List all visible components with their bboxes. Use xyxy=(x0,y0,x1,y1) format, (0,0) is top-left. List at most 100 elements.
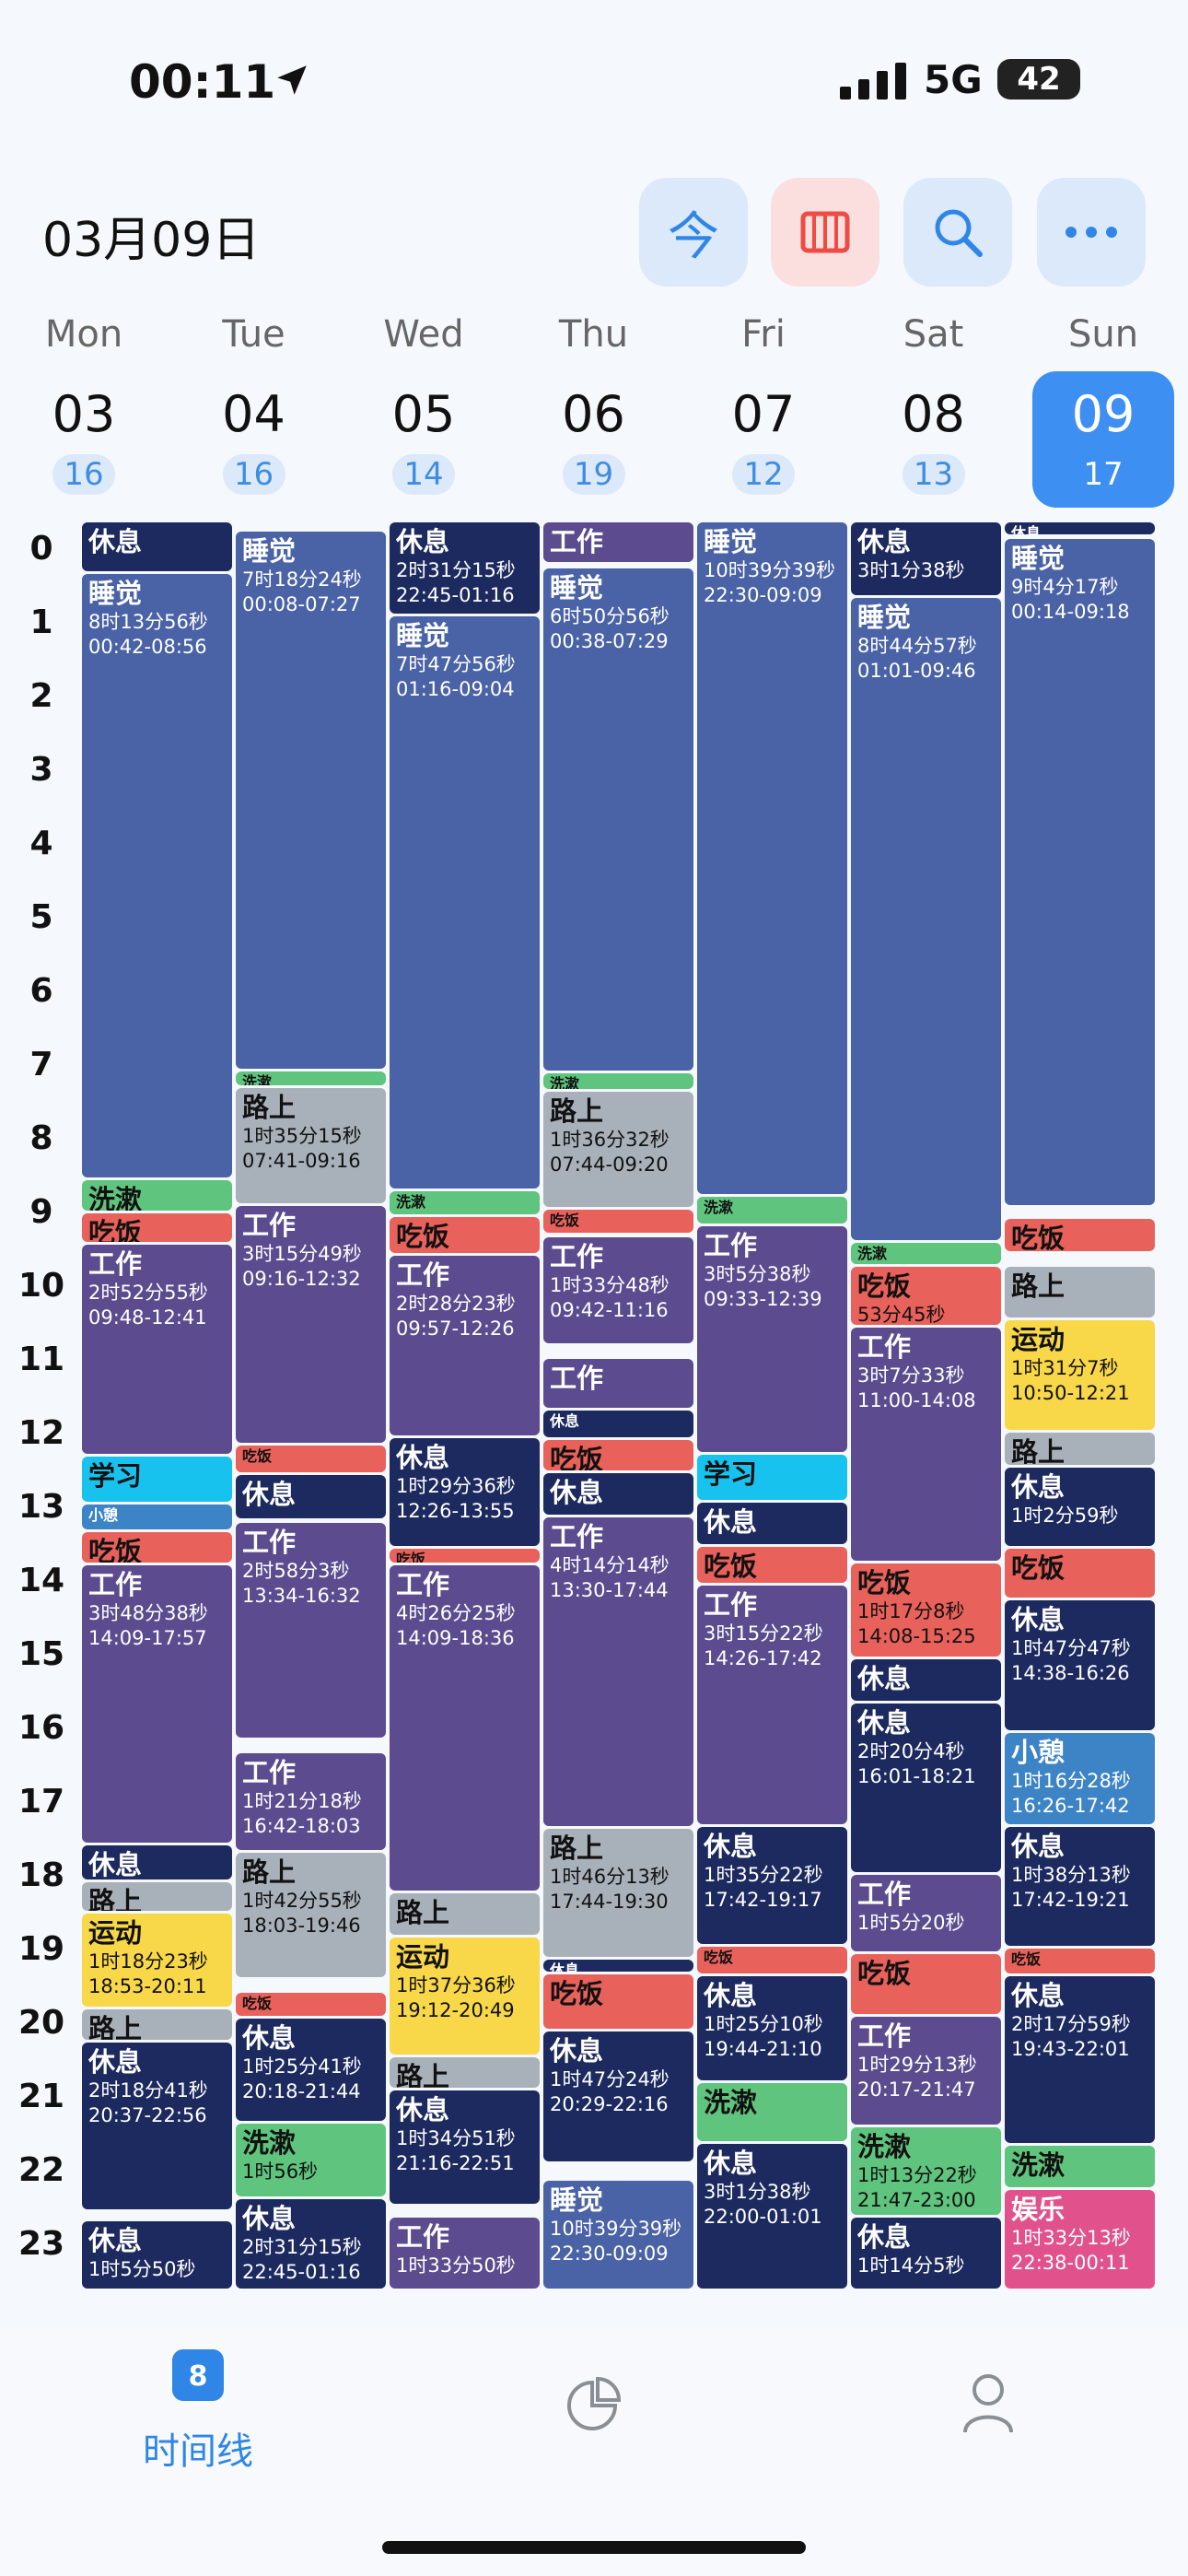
event-block[interactable]: 工作 1时5分20秒 xyxy=(851,1875,1001,1951)
event-block[interactable]: 工作 2时28分23秒 09:57-12:26 xyxy=(390,1256,540,1436)
day-date[interactable]: 06 xyxy=(562,385,625,443)
event-block[interactable]: 休息 1时5分50秒 xyxy=(82,2221,232,2289)
event-block[interactable]: 工作 2时52分55秒 09:48-12:41 xyxy=(82,1245,232,1455)
search-button[interactable] xyxy=(903,178,1012,287)
event-block[interactable]: 睡觉 8时44分57秒 01:01-09:46 xyxy=(851,597,1001,1240)
event-block[interactable]: 睡觉 6时50分56秒 00:38-07:29 xyxy=(543,568,693,1071)
event-block[interactable]: 路上 1时46分13秒 17:44-19:30 xyxy=(543,1829,693,1957)
tab-label[interactable]: 时间线 xyxy=(143,2430,253,2473)
event-block[interactable]: 工作 3时48分38秒 14:09-17:57 xyxy=(82,1565,232,1843)
event-block[interactable]: 工作 1时33分48秒 09:42-11:16 xyxy=(543,1237,693,1344)
event-block[interactable]: 吃饭 xyxy=(82,1212,232,1242)
event-block[interactable]: 休息 2时31分15秒 22:45-01:16 xyxy=(236,2199,386,2289)
event-block[interactable]: 休息 1时34分51秒 21:16-22:51 xyxy=(390,2090,540,2204)
event-block[interactable]: 工作 2时58分3秒 13:34-16:32 xyxy=(236,1522,386,1739)
event-block[interactable]: 休息 xyxy=(543,1473,693,1515)
event-block[interactable]: 吃饭 xyxy=(1005,1219,1155,1252)
event-block[interactable]: 娱乐 1时33分13秒 22:38-00:11 xyxy=(1005,2190,1155,2289)
event-block[interactable]: 睡觉 7时47分56秒 01:16-09:04 xyxy=(390,615,540,1188)
event-block[interactable]: 吃饭 xyxy=(697,1946,847,1974)
event-block[interactable]: 休息 1时47分47秒 14:38-16:26 xyxy=(1005,1600,1155,1731)
event-block[interactable]: 吃饭 xyxy=(543,1974,693,2030)
event-block[interactable]: 休息 1时35分22秒 17:42-19:17 xyxy=(697,1827,847,1944)
event-block[interactable]: 睡觉 8时13分56秒 00:42-08:56 xyxy=(82,574,232,1178)
event-block[interactable]: 休息 1时25分41秒 20:18-21:44 xyxy=(236,2019,386,2122)
stats-tab-icon[interactable] xyxy=(564,2377,621,2434)
event-block[interactable]: 休息 2时18分41秒 20:37-22:56 xyxy=(82,2042,232,2210)
event-block[interactable]: 休息 xyxy=(543,1411,693,1437)
event-block[interactable]: 吃饭 xyxy=(390,1216,540,1253)
event-block[interactable]: 工作 4时26分25秒 14:09-18:36 xyxy=(390,1565,540,1891)
today-button[interactable]: 今 xyxy=(639,178,748,287)
event-block[interactable]: 洗漱 xyxy=(82,1180,232,1211)
event-block[interactable]: 吃饭 xyxy=(390,1548,540,1563)
event-block[interactable]: 洗漱 xyxy=(851,1242,1001,1264)
event-block[interactable]: 睡觉 10时39分39秒 22:30-09:09 xyxy=(543,2181,693,2289)
event-block[interactable]: 洗漱 1时56秒 xyxy=(236,2124,386,2196)
day-date[interactable]: 04 xyxy=(222,385,285,443)
event-block[interactable]: 休息 1时47分24秒 20:29-22:16 xyxy=(543,2032,693,2161)
event-block[interactable]: 路上 xyxy=(82,2009,232,2040)
event-block[interactable]: 工作 1时21分18秒 16:42-18:03 xyxy=(236,1753,386,1850)
event-block[interactable]: 洗漱 xyxy=(697,2082,847,2141)
event-block[interactable]: 工作 xyxy=(543,522,693,563)
event-block[interactable]: 休息 xyxy=(1005,522,1155,534)
event-block[interactable]: 休息 2时20分4秒 16:01-18:21 xyxy=(851,1703,1001,1872)
event-block[interactable]: 休息 xyxy=(697,1503,847,1544)
event-block[interactable]: 吃饭 1时17分8秒 14:08-15:25 xyxy=(851,1563,1001,1657)
event-block[interactable]: 吃饭 xyxy=(1005,1549,1155,1598)
event-block[interactable]: 睡觉 7时18分24秒 00:08-07:27 xyxy=(236,532,386,1069)
event-block[interactable]: 洗漱 xyxy=(390,1190,540,1214)
view-button[interactable] xyxy=(771,178,879,287)
event-block[interactable]: 工作 1时33分50秒 xyxy=(390,2218,540,2289)
event-block[interactable]: 休息 2时31分15秒 22:45-01:16 xyxy=(390,522,540,614)
event-block[interactable]: 休息 1时25分10秒 19:44-21:10 xyxy=(697,1976,847,2080)
event-block[interactable]: 休息 xyxy=(82,522,232,571)
event-block[interactable]: 运动 1时37分36秒 19:12-20:49 xyxy=(390,1938,540,2055)
event-block[interactable]: 小憩 xyxy=(82,1505,232,1529)
event-block[interactable]: 运动 1时31分7秒 10:50-12:21 xyxy=(1005,1320,1155,1430)
event-block[interactable]: 休息 2时17分59秒 19:43-22:01 xyxy=(1005,1975,1155,2143)
event-block[interactable]: 路上 xyxy=(390,1893,540,1935)
day-date[interactable]: 05 xyxy=(391,385,456,443)
day-date[interactable]: 09 xyxy=(1071,385,1136,443)
date-title[interactable]: 03月09日 xyxy=(42,213,261,268)
event-block[interactable]: 休息 xyxy=(82,1845,232,1879)
event-block[interactable]: 路上 xyxy=(390,2056,540,2088)
event-block[interactable]: 运动 1时18分23秒 18:53-20:11 xyxy=(82,1914,232,2008)
event-block[interactable]: 吃饭 xyxy=(236,1993,386,2016)
event-block[interactable]: 吃饭 53分45秒 xyxy=(851,1267,1001,1326)
event-block[interactable]: 路上 xyxy=(1005,1267,1155,1318)
profile-tab-icon[interactable] xyxy=(961,2371,1015,2434)
event-block[interactable]: 休息 3时1分38秒 xyxy=(851,522,1001,595)
event-block[interactable]: 工作 3时15分22秒 14:26-17:42 xyxy=(697,1586,847,1824)
event-block[interactable]: 休息 xyxy=(851,1658,1001,1701)
event-block[interactable]: 洗漱 xyxy=(1005,2145,1155,2187)
event-block[interactable]: 洗漱 xyxy=(236,1071,386,1086)
event-block[interactable]: 学习 xyxy=(82,1457,232,1503)
event-block[interactable]: 路上 1时36分32秒 07:44-09:20 xyxy=(543,1092,693,1208)
event-block[interactable]: 吃饭 xyxy=(82,1532,232,1563)
event-block[interactable]: 工作 xyxy=(543,1359,693,1408)
event-block[interactable]: 吃饭 xyxy=(851,1953,1001,2015)
event-block[interactable]: 路上 xyxy=(1005,1433,1155,1466)
event-block[interactable]: 路上 1时35分15秒 07:41-09:16 xyxy=(236,1088,386,1203)
event-block[interactable]: 休息 xyxy=(236,1474,386,1518)
day-date[interactable]: 07 xyxy=(731,385,796,443)
event-block[interactable]: 睡觉 10时39分39秒 22:30-09:09 xyxy=(697,522,847,1194)
event-block[interactable]: 睡觉 9时4分17秒 00:14-09:18 xyxy=(1005,539,1155,1205)
event-block[interactable]: 工作 3时15分49秒 09:16-12:32 xyxy=(236,1205,386,1444)
event-block[interactable]: 洗漱 1时13分22秒 21:47-23:00 xyxy=(851,2127,1001,2215)
event-block[interactable]: 路上 xyxy=(82,1882,232,1912)
event-block[interactable]: 路上 1时42分55秒 18:03-19:46 xyxy=(236,1853,386,1977)
event-block[interactable]: 吃饭 xyxy=(697,1547,847,1584)
event-block[interactable]: 休息 1时29分36秒 12:26-13:55 xyxy=(390,1438,540,1546)
event-block[interactable]: 洗漱 xyxy=(543,1073,693,1090)
event-block[interactable]: 休息 1时2分59秒 xyxy=(1005,1468,1155,1547)
event-block[interactable]: 休息 1时14分5秒 xyxy=(851,2218,1001,2289)
event-block[interactable]: 吃饭 xyxy=(236,1446,386,1472)
day-date[interactable]: 03 xyxy=(52,385,116,443)
event-block[interactable]: 工作 1时29分13秒 20:17-21:47 xyxy=(851,2017,1001,2125)
event-block[interactable]: 吃饭 xyxy=(543,1440,693,1470)
event-block[interactable]: 学习 xyxy=(697,1455,847,1500)
